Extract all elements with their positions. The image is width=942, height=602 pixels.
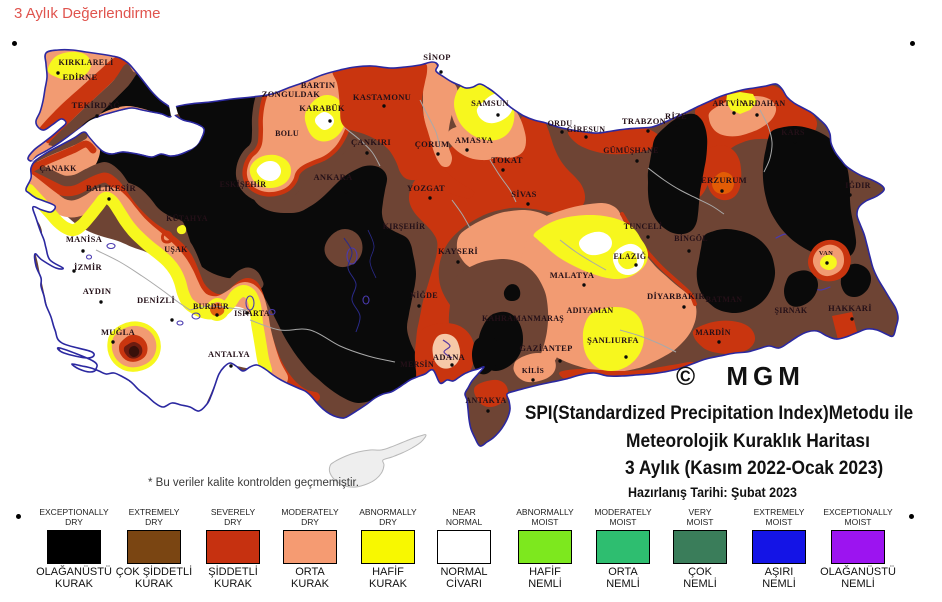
svg-text:VAN: VAN (819, 250, 833, 257)
svg-text:SİVAS: SİVAS (511, 189, 536, 199)
svg-text:KAHRAMANMARAŞ: KAHRAMANMARAŞ (482, 314, 564, 323)
svg-text:KIRŞEHİR: KIRŞEHİR (383, 221, 425, 231)
svg-text:ANTALYA: ANTALYA (208, 349, 251, 359)
svg-text:TRABZON: TRABZON (622, 116, 667, 126)
svg-text:AMASYA: AMASYA (455, 135, 494, 145)
svg-text:ADANA: ADANA (433, 352, 466, 362)
svg-text:DİYARBAKIR: DİYARBAKIR (647, 291, 706, 301)
svg-text:GAZİANTEP: GAZİANTEP (519, 343, 572, 353)
svg-text:MUĞLA: MUĞLA (101, 327, 136, 337)
svg-text:MALATYA: MALATYA (550, 270, 595, 280)
svg-text:KASTAMONU: KASTAMONU (353, 92, 411, 102)
svg-text:ISPARTA: ISPARTA (234, 309, 270, 318)
svg-text:MARDİN: MARDİN (695, 327, 731, 337)
svg-text:UŞAK: UŞAK (164, 245, 188, 254)
svg-text:ŞANLIURFA: ŞANLIURFA (587, 335, 639, 345)
svg-text:BALIKESİR: BALIKESİR (86, 183, 137, 193)
svg-text:IĞDIR: IĞDIR (845, 180, 871, 190)
svg-text:ARDAHAN: ARDAHAN (743, 99, 786, 108)
svg-text:TUNCELİ: TUNCELİ (624, 221, 663, 231)
svg-text:ADIYAMAN: ADIYAMAN (567, 306, 614, 315)
svg-text:EDİRNE: EDİRNE (63, 72, 98, 82)
svg-text:ZONGULDAK: ZONGULDAK (262, 89, 321, 99)
svg-text:ESKİŞEHİR: ESKİŞEHİR (220, 179, 267, 189)
svg-text:TOKAT: TOKAT (491, 155, 522, 165)
svg-text:MANİSA: MANİSA (66, 234, 103, 244)
svg-text:BİNGÖL: BİNGÖL (674, 233, 708, 243)
svg-text:KIRKLARELİ: KIRKLARELİ (58, 57, 113, 67)
svg-text:KİLİS: KİLİS (522, 365, 544, 375)
svg-text:YOZGAT: YOZGAT (407, 183, 445, 193)
svg-text:GÜMÜŞHANE: GÜMÜŞHANE (603, 146, 659, 155)
svg-text:ERZURUM: ERZURUM (701, 175, 747, 185)
svg-text:KARS: KARS (781, 128, 805, 137)
svg-text:SİNOP: SİNOP (423, 52, 450, 62)
svg-text:KÜTAHYA: KÜTAHYA (166, 214, 208, 223)
svg-text:BATMAN: BATMAN (706, 295, 743, 304)
svg-text:ÇANKIRI: ÇANKIRI (351, 137, 391, 147)
svg-text:ÇANAKK: ÇANAKK (39, 164, 77, 173)
svg-text:ORDU: ORDU (548, 119, 573, 128)
svg-text:TEKİRDAĞ: TEKİRDAĞ (72, 100, 121, 110)
svg-text:KARABÜK: KARABÜK (299, 103, 345, 113)
svg-text:ÇORUM: ÇORUM (415, 139, 450, 149)
svg-text:ELAZIĞ: ELAZIĞ (614, 251, 647, 261)
svg-text:ANKARA: ANKARA (313, 172, 353, 182)
svg-text:HAKKARİ: HAKKARİ (828, 303, 872, 313)
svg-text:BOLU: BOLU (275, 129, 299, 138)
svg-text:DENİZLİ: DENİZLİ (137, 295, 175, 305)
svg-text:ANTAKYA: ANTAKYA (465, 396, 506, 405)
svg-text:SAMSUN: SAMSUN (471, 98, 509, 108)
svg-text:MERSİN: MERSİN (400, 359, 434, 369)
svg-text:GİRESUN: GİRESUN (567, 124, 606, 134)
svg-text:İZMİR: İZMİR (74, 262, 103, 272)
svg-text:ARTVİN: ARTVİN (712, 98, 745, 108)
svg-text:NİĞDE: NİĞDE (410, 290, 438, 300)
svg-text:BARTIN: BARTIN (301, 80, 336, 90)
svg-text:RİZE: RİZE (665, 111, 687, 121)
svg-text:AYDIN: AYDIN (83, 286, 112, 296)
svg-text:KAYSERİ: KAYSERİ (438, 246, 478, 256)
svg-text:ŞIRNAK: ŞIRNAK (775, 306, 808, 315)
svg-text:BURDUR: BURDUR (193, 302, 229, 311)
